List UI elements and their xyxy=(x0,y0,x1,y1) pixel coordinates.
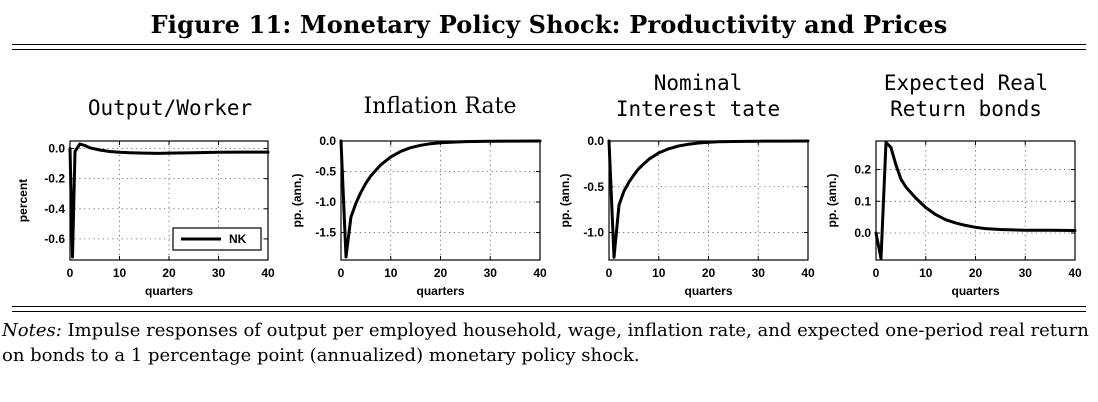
y-tick-label: 0.2 xyxy=(854,163,871,177)
y-axis-label: pp. (ann.) xyxy=(825,174,839,228)
x-tick-label: 0 xyxy=(67,266,74,280)
y-tick-label: 0.1 xyxy=(854,194,871,208)
y-axis-label: pp. (ann.) xyxy=(558,174,572,228)
series-line xyxy=(68,142,270,259)
plot-frame xyxy=(875,140,1076,261)
notes-rule-top xyxy=(12,306,1086,307)
panel-title-output-worker: Output/Worker xyxy=(87,96,253,120)
y-tick-label: -0.4 xyxy=(44,202,65,216)
panel-title-nominal-interest: Nominal Interest tate xyxy=(615,71,781,121)
x-tick-label: 20 xyxy=(434,266,448,280)
x-tick-label: 30 xyxy=(212,266,226,280)
y-tick-label: 0.0 xyxy=(319,134,336,148)
y-tick-label: -1.0 xyxy=(315,195,336,209)
y-axis-label: pp. (ann.) xyxy=(290,174,304,228)
x-axis-label: quarters xyxy=(145,284,193,298)
y-tick-label: 0.0 xyxy=(48,142,65,156)
x-tick-label: 30 xyxy=(752,266,766,280)
y-tick-label: -0.2 xyxy=(44,172,65,186)
y-axis-label: percent xyxy=(16,179,30,222)
y-tick-label: -0.5 xyxy=(583,180,604,194)
x-tick-label: 20 xyxy=(702,266,716,280)
y-tick-label: -1.5 xyxy=(315,226,336,240)
x-axis-label: quarters xyxy=(951,284,999,298)
x-tick-label: 10 xyxy=(113,266,127,280)
plot-frame xyxy=(608,140,809,261)
panel-title-inflation-rate: Inflation Rate xyxy=(363,94,517,119)
plot-frame xyxy=(69,140,269,261)
y-tick-label: -0.5 xyxy=(315,165,336,179)
x-tick-label: 20 xyxy=(162,266,176,280)
x-tick-label: 0 xyxy=(338,266,345,280)
x-tick-label: 10 xyxy=(919,266,933,280)
x-tick-label: 30 xyxy=(484,266,498,280)
x-tick-label: 40 xyxy=(801,266,815,280)
figure-notes: Notes: Impulse responses of output per e… xyxy=(2,318,1096,368)
x-tick-label: 0 xyxy=(606,266,613,280)
title-rule-top xyxy=(12,44,1086,45)
y-tick-label: 0.0 xyxy=(587,134,604,148)
y-tick-label: -1.0 xyxy=(583,226,604,240)
y-tick-label: -0.6 xyxy=(44,232,65,246)
x-tick-label: 40 xyxy=(261,266,275,280)
panel-title-expected-real-return: Expected Real Return bonds xyxy=(883,71,1049,121)
x-tick-label: 10 xyxy=(384,266,398,280)
series-line xyxy=(874,141,1077,260)
x-tick-label: 20 xyxy=(969,266,983,280)
x-tick-label: 40 xyxy=(1068,266,1082,280)
notes-label: Notes: xyxy=(2,320,62,341)
x-tick-label: 30 xyxy=(1019,266,1033,280)
plot-frame xyxy=(340,140,541,261)
x-tick-label: 40 xyxy=(533,266,547,280)
series-line xyxy=(339,139,542,259)
legend-label: NK xyxy=(229,232,247,246)
notes-rule-bottom xyxy=(12,311,1086,312)
title-rule-bottom xyxy=(12,49,1086,50)
x-axis-label: quarters xyxy=(684,284,732,298)
x-tick-label: 0 xyxy=(873,266,880,280)
figure-title: Figure 11: Monetary Policy Shock: Produc… xyxy=(150,10,948,39)
notes-text: Impulse responses of output per employed… xyxy=(2,320,1089,366)
x-tick-label: 10 xyxy=(652,266,666,280)
x-axis-label: quarters xyxy=(416,284,464,298)
y-tick-label: 0.0 xyxy=(854,226,871,240)
